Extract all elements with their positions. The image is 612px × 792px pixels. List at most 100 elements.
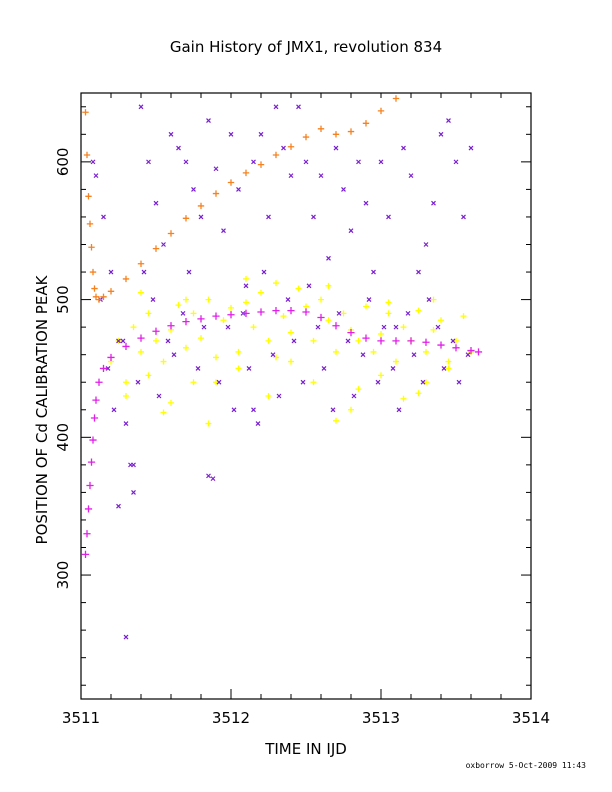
purple-point (108, 269, 114, 275)
purple-point (411, 352, 417, 358)
yellow-point (325, 317, 332, 324)
purple-point (198, 214, 204, 220)
purple-point (131, 489, 136, 495)
purple-x-series (90, 104, 474, 640)
yellow-point (273, 354, 279, 361)
purple-point (165, 338, 171, 344)
purple-point (236, 186, 241, 192)
yellow-point (445, 358, 452, 365)
orange-point (182, 215, 190, 222)
purple-point (405, 310, 411, 316)
yellow-point (258, 289, 264, 296)
yellow-point (393, 358, 399, 365)
orange-point (392, 95, 400, 102)
purple-point (446, 118, 451, 123)
y-axis-label: POSITION OF Cd CALIBRATION PEAK (33, 274, 51, 544)
magenta-point (212, 312, 220, 320)
purple-point (311, 214, 316, 220)
orange-point (197, 202, 205, 210)
yellow-point (213, 379, 219, 386)
orange-point (167, 230, 175, 237)
yellow-point (153, 337, 159, 344)
yellow-point (138, 289, 144, 296)
purple-point (306, 283, 312, 289)
yellow-point (378, 372, 384, 379)
footer-stamp: oxborrow 5-Oct-2009 11:43 (466, 761, 587, 770)
orange-point (317, 125, 325, 133)
purple-point (431, 200, 436, 206)
magenta-point (81, 550, 90, 558)
purple-point (120, 338, 126, 344)
purple-point (416, 269, 421, 275)
purple-point (243, 283, 249, 289)
orange-point (89, 268, 97, 276)
purple-point (351, 393, 357, 399)
orange-point (95, 296, 103, 303)
purple-point (116, 503, 121, 509)
purple-point (138, 104, 144, 110)
purple-point (180, 310, 186, 316)
yellow-point (235, 365, 242, 372)
yellow-point (250, 324, 257, 331)
yellow-point (213, 354, 219, 361)
yellow-plus-series (108, 275, 474, 427)
yellow-point (145, 372, 152, 379)
y-tick-label: 600 (54, 148, 72, 177)
orange-point (257, 161, 265, 168)
magenta-point (272, 307, 280, 315)
yellow-point (288, 329, 294, 336)
purple-point (195, 366, 201, 371)
purple-point (348, 228, 354, 234)
purple-point (111, 407, 117, 413)
purple-point (206, 473, 211, 479)
purple-point (105, 366, 111, 371)
yellow-point (280, 313, 287, 320)
magenta-point (122, 342, 130, 351)
magenta-point (107, 353, 115, 362)
purple-point (378, 159, 384, 165)
yellow-point (198, 335, 204, 342)
purple-point (450, 338, 456, 344)
purple-point (123, 634, 129, 640)
orange-point (332, 131, 340, 138)
magenta-point (99, 364, 108, 373)
purple-point (345, 338, 351, 344)
y-tick-label: 400 (54, 423, 72, 452)
yellow-point (355, 386, 362, 393)
purple-point (93, 173, 99, 179)
purple-point (285, 297, 291, 303)
magenta-point (407, 337, 415, 345)
purple-point (141, 269, 147, 275)
magenta-point (242, 309, 250, 317)
orange-plus-series (82, 95, 400, 303)
purple-point (396, 407, 402, 413)
x-axis-label: TIME IN IJD (264, 740, 347, 758)
orange-point (86, 220, 94, 228)
plot-area (81, 95, 483, 640)
magenta-point (452, 344, 460, 352)
purple-point (225, 324, 231, 330)
orange-point (100, 293, 107, 301)
purple-point (258, 131, 264, 137)
purple-point (296, 104, 301, 110)
y-tick-label: 300 (54, 561, 72, 590)
magenta-point (257, 308, 265, 316)
magenta-point (137, 334, 145, 342)
purple-point (315, 324, 321, 330)
purple-point (438, 131, 444, 137)
orange-point (362, 120, 370, 127)
yellow-point (385, 299, 392, 306)
orange-point (83, 151, 91, 159)
purple-point (276, 393, 282, 399)
purple-point (246, 366, 252, 371)
yellow-point (205, 420, 212, 427)
magenta-point (92, 396, 100, 404)
magenta-point (302, 308, 310, 316)
purple-point (341, 186, 346, 192)
magenta-point (83, 530, 91, 538)
magenta-point (422, 338, 430, 346)
yellow-point (138, 348, 144, 355)
plot-frame (80, 92, 532, 700)
orange-point (152, 245, 160, 252)
